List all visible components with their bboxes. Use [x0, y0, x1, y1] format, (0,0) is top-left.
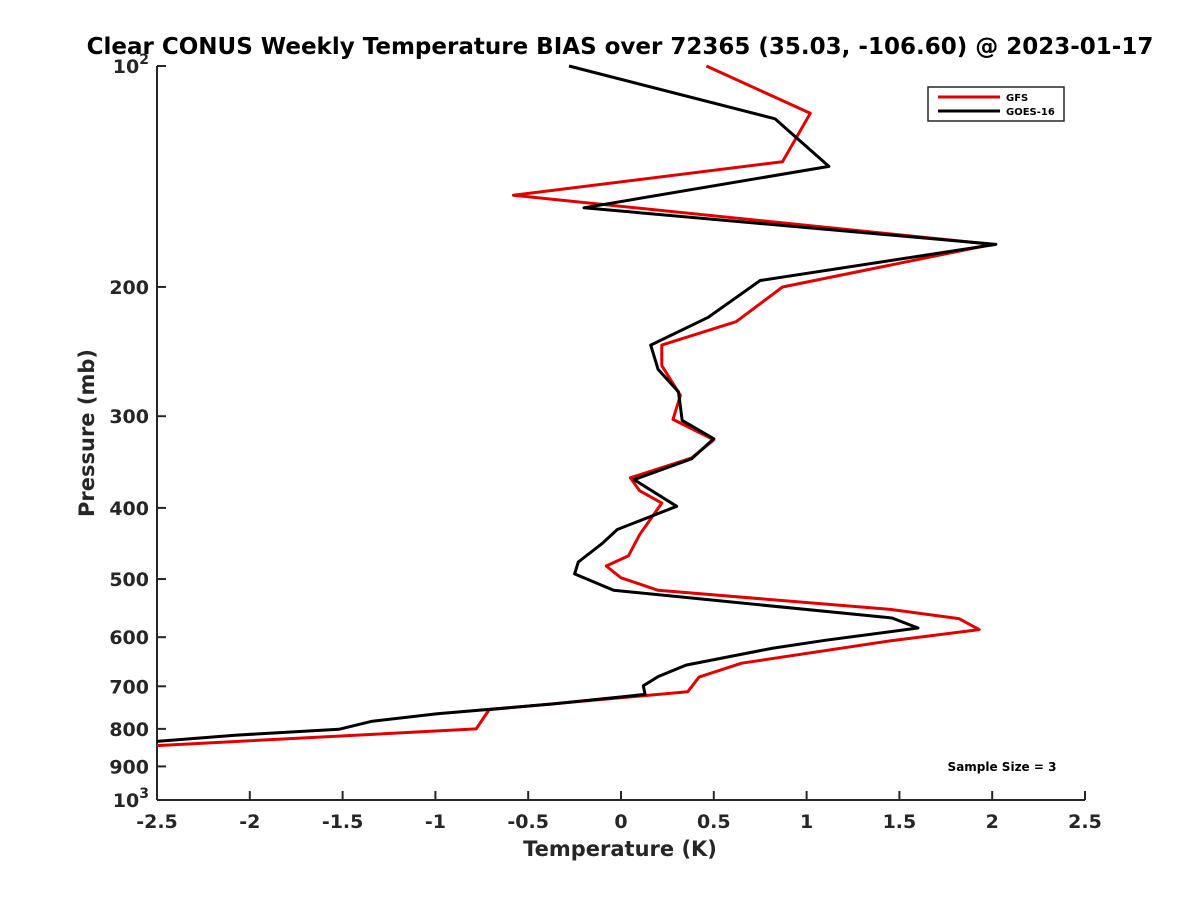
series-layer	[156, 64, 998, 748]
plot-area: -2.5 -2 -1.5 -1 -0.5 0 0.5 1 1.5 2 2.5 102 200 300 400…	[109, 52, 1102, 833]
x-tick-label: 0	[614, 811, 627, 833]
x-tick-label: -2	[239, 811, 260, 833]
y-tick-label: 800	[109, 719, 149, 741]
x-tick-label: -0.5	[507, 811, 549, 833]
x-tick-label: -2.5	[136, 811, 178, 833]
y-tick-label: 300	[109, 406, 149, 428]
legend-box	[927, 86, 1065, 122]
legend-label: GFS	[1006, 93, 1028, 104]
x-axis-label: Temperature (K)	[523, 837, 717, 861]
y-tick-label: 600	[109, 627, 149, 649]
x-tick-label: 1	[800, 811, 813, 833]
y-tick-label: 200	[109, 277, 149, 299]
y-tick-label: 900	[109, 756, 149, 778]
x-tick-label: 0.5	[697, 811, 731, 833]
legend-label: GOES-16	[1006, 107, 1055, 118]
sample-size-annotation: Sample Size = 3	[948, 760, 1057, 774]
y-tick-label: 700	[109, 676, 149, 698]
series-line-goes-16	[156, 64, 998, 743]
y-tick-label: 400	[109, 498, 149, 520]
series-line-gfs	[156, 64, 994, 748]
y-tick-label: 102	[113, 52, 149, 78]
x-tick-label: 2.5	[1068, 811, 1102, 833]
tick-labels: -2.5 -2 -1.5 -1 -0.5 0 0.5 1 1.5 2 2.5 102 200 300 400…	[109, 52, 1102, 833]
x-tick-label: -1	[425, 811, 446, 833]
chart-title: Clear CONUS Weekly Temperature BIAS over…	[87, 34, 1154, 60]
legend: GFS GOES-16	[927, 86, 1065, 122]
y-tick-label: 103	[113, 786, 149, 812]
y-axis-label: Pressure (mb)	[75, 349, 99, 517]
x-tick-label: 1.5	[883, 811, 917, 833]
x-tick-label: 2	[986, 811, 999, 833]
x-tick-label: -1.5	[322, 811, 364, 833]
axes	[156, 65, 1086, 801]
y-tick-label: 500	[109, 569, 149, 591]
